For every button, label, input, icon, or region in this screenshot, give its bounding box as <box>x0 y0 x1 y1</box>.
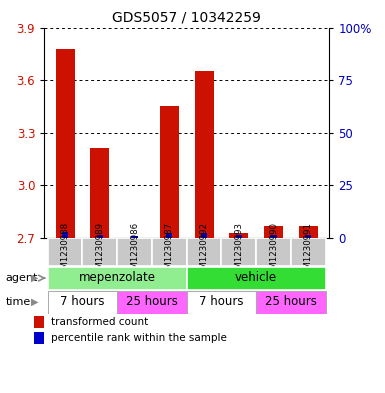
Text: GSM1230988: GSM1230988 <box>60 222 70 281</box>
Text: transformed count: transformed count <box>51 317 148 327</box>
Bar <box>34 316 44 328</box>
Bar <box>221 238 256 266</box>
Text: ▶: ▶ <box>31 273 38 283</box>
Bar <box>48 266 187 290</box>
Text: GSM1230990: GSM1230990 <box>269 222 278 280</box>
Text: vehicle: vehicle <box>235 271 277 284</box>
Bar <box>229 233 248 238</box>
Text: 25 hours: 25 hours <box>265 295 317 308</box>
Bar <box>97 235 103 238</box>
Text: GSM1230991: GSM1230991 <box>304 222 313 280</box>
Bar <box>264 226 283 238</box>
Text: GSM1230989: GSM1230989 <box>95 222 104 280</box>
Bar <box>256 290 326 314</box>
Title: GDS5057 / 10342259: GDS5057 / 10342259 <box>112 11 261 25</box>
Bar <box>82 238 117 266</box>
Bar <box>270 235 277 238</box>
Bar <box>187 290 256 314</box>
Bar <box>236 235 242 238</box>
Text: ▶: ▶ <box>31 297 38 307</box>
Bar <box>48 290 117 314</box>
Text: time: time <box>6 297 31 307</box>
Text: GSM1230987: GSM1230987 <box>165 222 174 281</box>
Bar <box>201 233 207 238</box>
Text: GSM1230993: GSM1230993 <box>234 222 243 280</box>
Bar <box>117 238 152 266</box>
Bar <box>55 48 75 238</box>
Text: mepenzolate: mepenzolate <box>79 271 156 284</box>
Bar <box>194 71 214 238</box>
Bar <box>48 238 82 266</box>
Bar <box>305 235 311 238</box>
Bar <box>117 290 187 314</box>
Bar <box>256 238 291 266</box>
Text: 7 hours: 7 hours <box>199 295 244 308</box>
Bar <box>187 266 326 290</box>
Bar <box>152 238 187 266</box>
Bar <box>291 238 326 266</box>
Text: 7 hours: 7 hours <box>60 295 105 308</box>
Bar <box>187 238 221 266</box>
Bar <box>90 149 109 238</box>
Bar <box>132 236 138 238</box>
Bar <box>34 332 44 344</box>
Text: agent: agent <box>6 273 38 283</box>
Text: 25 hours: 25 hours <box>126 295 178 308</box>
Text: GSM1230986: GSM1230986 <box>130 222 139 281</box>
Text: percentile rank within the sample: percentile rank within the sample <box>51 333 227 343</box>
Bar <box>62 231 68 238</box>
Bar <box>299 226 318 238</box>
Bar <box>160 107 179 238</box>
Bar <box>166 233 172 238</box>
Text: GSM1230992: GSM1230992 <box>199 222 209 280</box>
